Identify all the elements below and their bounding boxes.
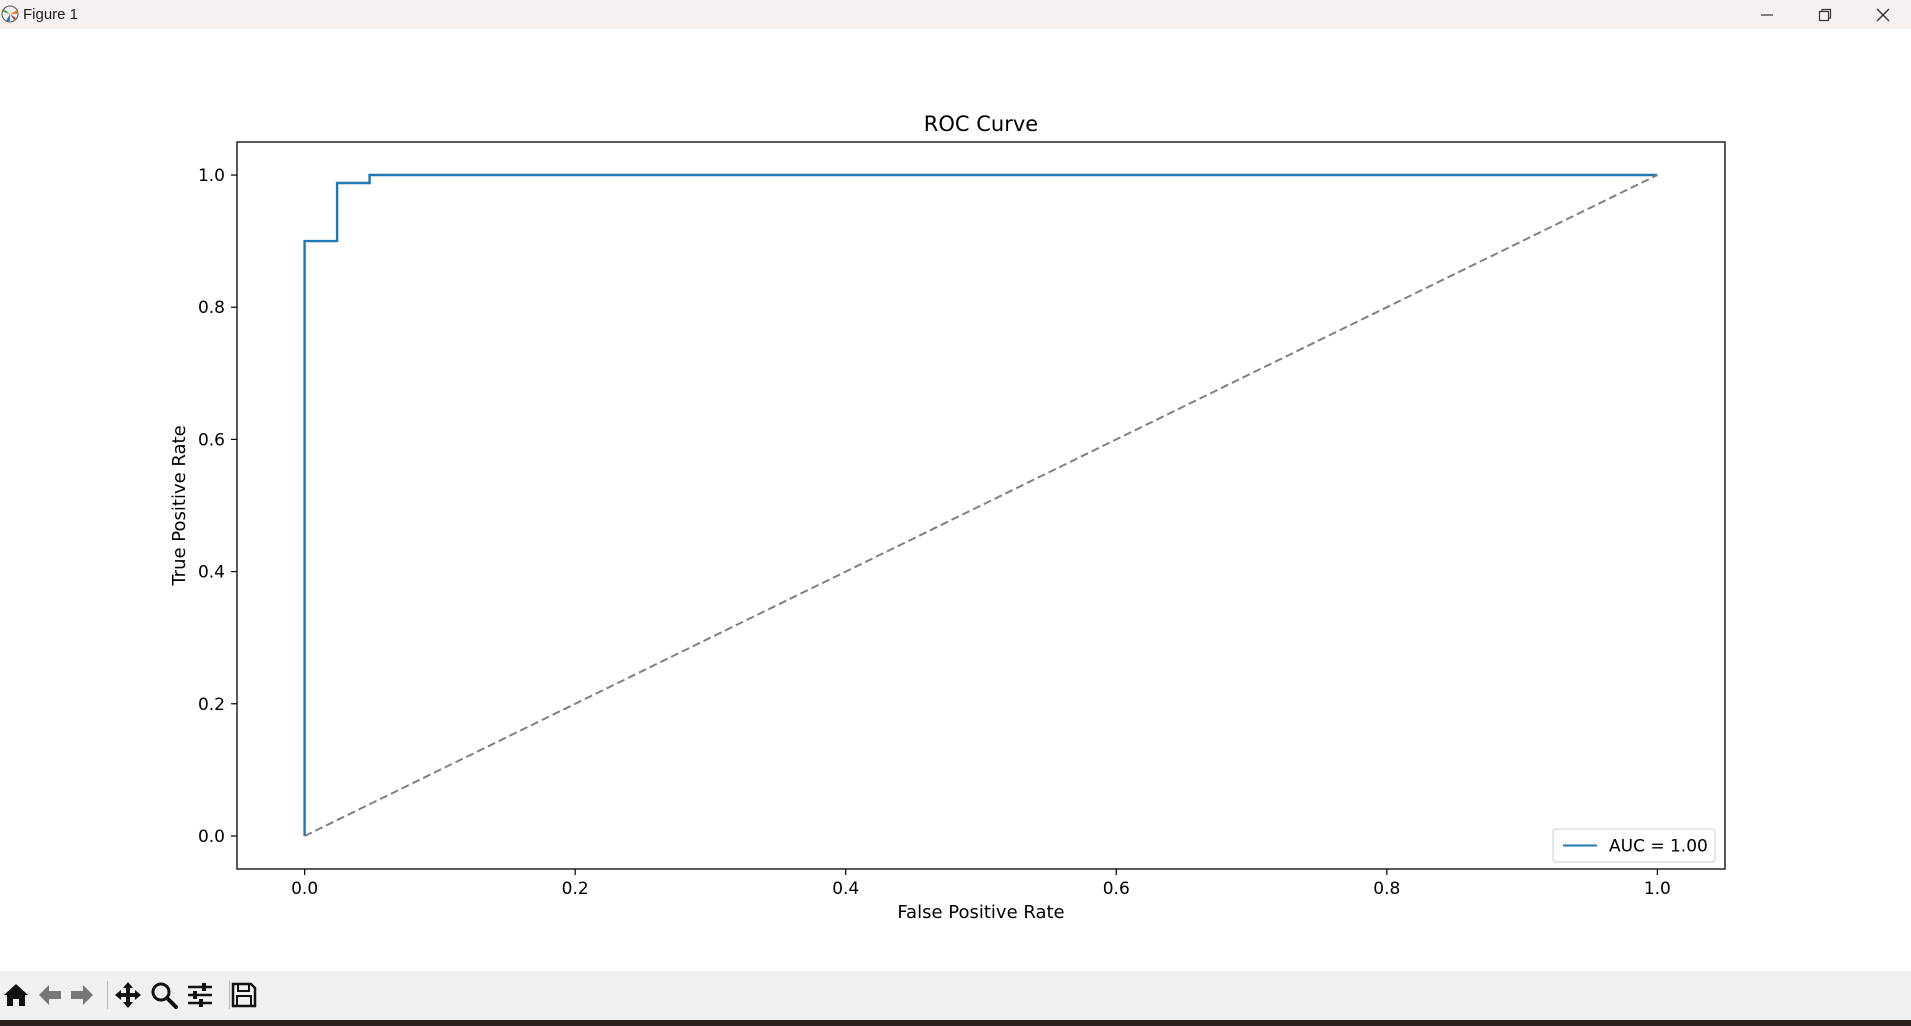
arrow-right-icon xyxy=(71,985,93,1005)
sliders-icon xyxy=(188,983,212,1007)
floppy-disk-icon xyxy=(231,982,257,1008)
maximize-button[interactable] xyxy=(1796,0,1854,29)
minimize-icon xyxy=(1761,13,1773,16)
figure-canvas[interactable]: ROC Curve 0.0 0.2 0.4 0.6 0.8 1.0 0.0 0.2 0.4 0.6… xyxy=(0,29,1911,971)
ticks-layer: 0.0 0.2 0.4 0.6 0.8 1.0 0.0 0.2 0.4 0.6 0.8 1.0 xyxy=(198,166,1671,899)
move-icon xyxy=(115,982,141,1008)
roc-chart: ROC Curve 0.0 0.2 0.4 0.6 0.8 1.0 0.0 0.2 0.4 0.6… xyxy=(169,112,1726,923)
home-button[interactable] xyxy=(0,979,32,1011)
arrow-left-icon xyxy=(39,985,61,1005)
window-bottom-edge xyxy=(0,1020,1911,1026)
configure-subplots-button[interactable] xyxy=(184,979,216,1011)
window-title: Figure 1 xyxy=(23,6,79,23)
minimize-button[interactable] xyxy=(1738,0,1796,29)
legend: AUC = 1.00 xyxy=(1552,828,1716,863)
y-tick-label: 0.2 xyxy=(198,695,225,715)
axes-frame xyxy=(236,141,1726,870)
x-tick-label: 0.4 xyxy=(832,879,859,899)
x-tick-label: 0.0 xyxy=(291,879,318,899)
save-button[interactable] xyxy=(228,979,260,1011)
x-tick-label: 0.2 xyxy=(562,879,589,899)
home-icon xyxy=(4,984,28,1006)
close-button[interactable] xyxy=(1854,0,1911,29)
series-layer xyxy=(303,173,1658,837)
chart-title: ROC Curve xyxy=(924,112,1038,136)
forward-button[interactable] xyxy=(66,979,98,1011)
x-tick-label: 0.6 xyxy=(1103,879,1130,899)
back-button[interactable] xyxy=(34,979,66,1011)
chance-diagonal-line xyxy=(304,174,1658,837)
matplotlib-icon xyxy=(1,5,19,23)
x-axis-label: False Positive Rate xyxy=(897,902,1064,923)
restore-icon xyxy=(1818,8,1832,21)
window-titlebar: Figure 1 xyxy=(0,0,1911,29)
x-tick-label: 0.8 xyxy=(1373,879,1400,899)
y-tick-label: 0.6 xyxy=(198,430,225,450)
roc-curve-line xyxy=(303,173,1658,836)
y-tick-label: 1.0 xyxy=(198,166,225,186)
navigation-toolbar xyxy=(0,971,1911,1020)
x-tick-label: 1.0 xyxy=(1644,879,1671,899)
y-tick-label: 0.8 xyxy=(198,298,225,318)
legend-label-auc: AUC = 1.00 xyxy=(1609,837,1708,857)
pan-button[interactable] xyxy=(112,979,144,1011)
zoom-button[interactable] xyxy=(148,979,180,1011)
toolbar-separator xyxy=(229,981,230,1009)
close-icon xyxy=(1876,8,1890,21)
y-tick-label: 0.4 xyxy=(198,563,225,583)
toolbar-separator xyxy=(107,981,108,1009)
legend-box xyxy=(1552,828,1716,863)
y-tick-label: 0.0 xyxy=(198,827,225,847)
y-axis-label: True Positive Rate xyxy=(169,425,190,586)
magnifier-icon xyxy=(151,982,178,1009)
